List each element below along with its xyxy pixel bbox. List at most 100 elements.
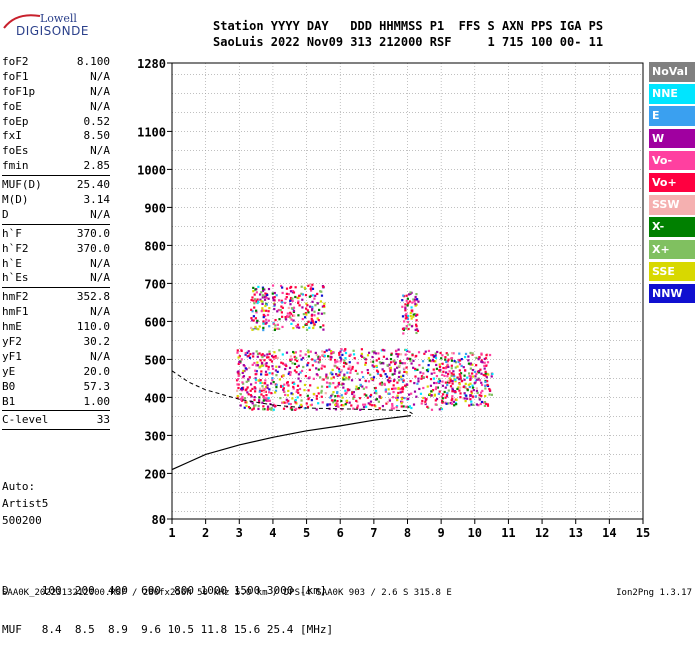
echo-point	[285, 292, 288, 295]
echo-point	[421, 360, 425, 363]
echo-point	[309, 350, 312, 353]
y-tick-label: 80	[152, 513, 166, 527]
echo-point	[357, 387, 360, 390]
echo-point	[276, 323, 279, 326]
echo-point	[244, 367, 247, 370]
echo-point	[263, 354, 266, 357]
echo-point	[260, 310, 263, 313]
x-tick-label: 14	[602, 526, 616, 540]
echo-point	[338, 353, 341, 356]
echo-point	[418, 364, 421, 367]
echo-point	[264, 292, 267, 295]
lowell-digisonde-logo: Lowell DIGISONDE	[2, 10, 92, 40]
echo-point	[264, 314, 267, 318]
echo-point	[282, 374, 285, 377]
echo-point	[450, 364, 453, 367]
echo-point	[441, 397, 444, 400]
echo-point	[438, 390, 441, 393]
echo-point	[308, 326, 311, 329]
echo-point	[294, 398, 297, 402]
echo-point	[406, 317, 410, 321]
echo-point	[478, 370, 481, 373]
echo-point	[433, 355, 436, 358]
echo-point	[469, 398, 472, 401]
param-row: foF2 8.100	[2, 55, 110, 70]
echo-point	[297, 377, 300, 380]
echo-point	[325, 373, 328, 376]
echo-point	[267, 399, 270, 403]
echo-point	[405, 405, 408, 408]
echo-point	[450, 367, 453, 370]
echo-point	[484, 370, 487, 373]
echo-point	[356, 372, 359, 375]
echo-point	[389, 369, 392, 372]
echo-point	[266, 293, 269, 297]
echo-point	[438, 363, 441, 366]
param-value: N/A	[90, 84, 110, 98]
echo-point	[264, 370, 268, 373]
x-tick-label: 11	[501, 526, 515, 540]
echo-point	[286, 315, 289, 318]
echo-point	[463, 392, 466, 395]
echo-point	[249, 389, 252, 392]
echo-point	[395, 396, 398, 399]
echo-point	[363, 403, 367, 406]
echo-point	[301, 306, 304, 309]
echo-point	[264, 382, 267, 385]
echo-point	[478, 394, 481, 397]
echo-point	[262, 395, 265, 398]
echo-point	[345, 391, 348, 394]
echo-point	[294, 401, 297, 404]
echo-point	[414, 303, 417, 306]
echo-point	[364, 379, 367, 382]
echo-point	[393, 378, 396, 382]
echo-point	[445, 402, 448, 405]
echo-point	[474, 375, 477, 378]
echo-point	[417, 300, 420, 303]
echo-point	[367, 380, 371, 383]
echo-point	[243, 397, 247, 400]
echo-point	[384, 388, 388, 391]
echo-point	[251, 402, 254, 405]
muf-distance-row: D 100 200 400 600 800 1000 1500 3000 [km…	[2, 584, 327, 597]
echo-point	[284, 367, 287, 371]
echo-point	[337, 367, 341, 371]
echo-point	[321, 305, 324, 308]
echo-point	[303, 407, 306, 410]
echo-point	[280, 375, 284, 378]
echo-point	[257, 285, 260, 288]
echo-point	[266, 408, 269, 411]
echo-point	[415, 331, 418, 335]
echo-point	[282, 390, 286, 393]
echo-point	[386, 400, 389, 404]
echo-point	[254, 404, 257, 407]
echo-point	[458, 363, 462, 366]
echo-point	[480, 352, 483, 355]
scaled-trace	[171, 370, 413, 415]
echo-point	[414, 328, 417, 332]
echo-point	[262, 326, 265, 330]
param-value: N/A	[90, 144, 110, 158]
echo-point	[241, 397, 244, 400]
echo-point	[276, 370, 279, 373]
echo-point	[338, 374, 341, 377]
echo-point	[371, 364, 374, 367]
echo-point	[399, 353, 403, 356]
echo-point	[289, 407, 292, 410]
echo-point	[317, 368, 320, 371]
echo-point	[342, 365, 346, 368]
echo-point	[369, 400, 373, 403]
echo-point	[412, 366, 415, 369]
echo-point	[262, 396, 266, 399]
echo-point	[317, 402, 320, 405]
echo-point	[330, 377, 333, 380]
echo-point	[407, 327, 410, 331]
echo-point	[293, 382, 296, 385]
echo-point	[271, 379, 274, 382]
echo-point	[244, 353, 247, 356]
echo-point	[286, 381, 289, 384]
echo-point	[467, 362, 471, 365]
echo-point	[314, 351, 317, 355]
echo-point	[329, 396, 332, 399]
echo-point	[407, 397, 410, 400]
